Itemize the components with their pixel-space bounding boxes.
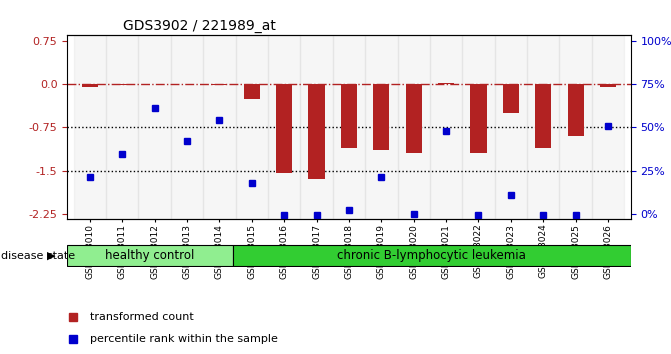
Bar [527, 35, 560, 219]
Bar [74, 35, 106, 219]
Bar [106, 35, 138, 219]
Bar [438, 83, 454, 84]
Bar [233, 245, 631, 266]
Text: healthy control: healthy control [105, 249, 195, 262]
Text: disease state: disease state [1, 251, 75, 261]
Bar [365, 35, 397, 219]
Bar [276, 84, 293, 173]
Bar [373, 84, 389, 150]
Bar [236, 35, 268, 219]
Bar [211, 84, 227, 85]
Bar [268, 35, 301, 219]
Text: ▶: ▶ [47, 251, 56, 261]
Bar [244, 84, 260, 99]
Bar [203, 35, 236, 219]
Bar [397, 35, 430, 219]
Text: percentile rank within the sample: percentile rank within the sample [90, 334, 278, 344]
Text: transformed count: transformed count [90, 312, 193, 322]
Text: chronic B-lymphocytic leukemia: chronic B-lymphocytic leukemia [338, 249, 526, 262]
Bar [592, 35, 624, 219]
Bar [301, 35, 333, 219]
Bar [470, 84, 486, 153]
Bar [503, 84, 519, 113]
Bar [430, 35, 462, 219]
Bar [535, 84, 552, 148]
Bar [462, 35, 495, 219]
Bar [600, 84, 616, 87]
Bar [568, 84, 584, 136]
Bar [333, 35, 365, 219]
Bar [170, 35, 203, 219]
Bar [405, 84, 422, 153]
Text: GDS3902 / 221989_at: GDS3902 / 221989_at [123, 19, 276, 33]
Bar [309, 84, 325, 179]
Bar [495, 35, 527, 219]
Bar [138, 35, 170, 219]
Bar [341, 84, 357, 148]
Bar [114, 84, 130, 85]
Bar [82, 84, 98, 87]
Bar [67, 245, 233, 266]
Bar [560, 35, 592, 219]
